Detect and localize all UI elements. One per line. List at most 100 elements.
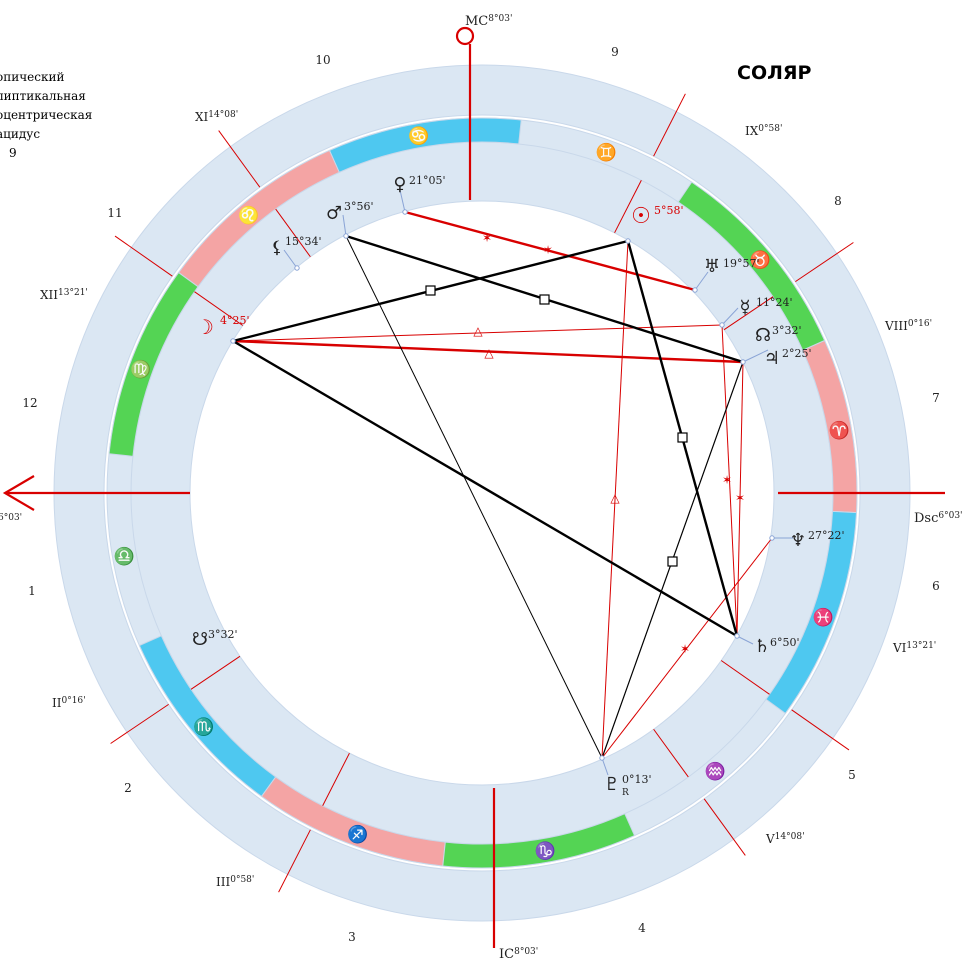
planet-ticks <box>230 189 793 776</box>
capricorn-sign-icon: ♑ <box>534 840 555 861</box>
aspect-line <box>601 240 629 759</box>
leo-sign-icon: ♌ <box>238 205 259 226</box>
sextile-aspect-icon: ✶ <box>543 243 553 257</box>
aquarius-sign-icon: ♒ <box>705 761 726 782</box>
uranus-icon: ♅ <box>704 256 720 277</box>
north-node-icon: ☊ <box>755 325 771 346</box>
house-number: 9 <box>611 45 619 59</box>
south-node-degree: 3°32' <box>208 628 238 641</box>
north-node-degree: 3°32' <box>772 324 802 337</box>
aspect-line <box>601 537 773 759</box>
info-line: оцентрическая <box>0 108 93 122</box>
pluto-degree: 0°13' <box>622 773 652 786</box>
sextile-aspect-icon: ✶ <box>482 231 492 245</box>
mc-label: MC8°03' <box>465 14 512 29</box>
cusp-label-v: V14°08' <box>765 832 805 846</box>
cusp-line <box>791 709 850 751</box>
info-line: ацидус <box>0 127 41 141</box>
pluto-retrograde: R <box>622 788 629 798</box>
cusp-line <box>723 296 774 331</box>
moon-icon: ☽ <box>196 315 214 339</box>
square-aspect-icon <box>677 432 688 443</box>
sextile-aspect-icon: ✶ <box>680 642 690 656</box>
cusp-line <box>653 93 686 157</box>
cusp-labels: II0°16' III0°58' V14°08' VI13°21' VIII0°… <box>40 110 936 889</box>
virgo-segment <box>108 271 199 457</box>
aspect-line <box>232 339 744 364</box>
cusp-line <box>703 798 746 856</box>
sign-glyphs: ♈ ♉ ♊ ♋ ♌ ♍ ♎ ♏ ♐ ♑ ♒ ♓ <box>114 126 850 862</box>
house-number: 1 <box>28 584 36 598</box>
cusp-label-xii: XII13°21' <box>40 288 88 302</box>
cancer-sign-icon: ♋ <box>408 126 429 147</box>
info-line: липтикальная <box>0 89 86 103</box>
cusp-line <box>720 660 770 695</box>
gemini-sign-icon: ♊ <box>596 142 617 163</box>
asc-arrow-icon <box>2 475 35 511</box>
house-numbers: 1 2 3 4 5 6 7 8 9 10 11 12 <box>22 45 939 944</box>
aspect-line <box>232 324 723 342</box>
asc-label: 6°03' <box>0 513 22 523</box>
cusp-line <box>114 235 173 277</box>
cusp-line <box>278 829 311 893</box>
square-aspect-icon <box>425 285 436 296</box>
house-number: 8 <box>834 194 842 208</box>
square-aspect-icon <box>539 294 550 305</box>
aries-sign-icon: ♈ <box>829 420 850 441</box>
aspect-line <box>736 361 744 637</box>
cusp-line <box>653 728 689 778</box>
sextile-aspect-icon: ✶ <box>735 491 745 505</box>
libra-sign-icon: ♎ <box>114 546 135 567</box>
dsc-label: Dsc6°03' <box>914 511 963 526</box>
mars-icon: ♂ <box>326 203 342 224</box>
angle-labels: MC8°03' IC8°03' 6°03' Dsc6°03' <box>0 14 963 962</box>
venus-icon: ♀ <box>393 174 406 195</box>
cusp-label-viii: VIII0°16' <box>884 319 932 333</box>
info-line: 9 <box>9 146 17 160</box>
saturn-degree: 6°50' <box>770 636 800 649</box>
cusp-line <box>110 703 169 744</box>
cusp-label-ii: II0°16' <box>52 696 86 710</box>
cusp-label-vi: VI13°21' <box>892 641 936 655</box>
lilith-icon: ⚸ <box>271 238 283 258</box>
virgo-sign-icon: ♍ <box>130 359 151 380</box>
sun-degree: 5°58' <box>654 204 684 217</box>
aspect-lines: △ △ △ ✶ ✶ ✶ ✶ ✶ <box>232 210 773 759</box>
mercury-icon: ☿ <box>739 297 750 318</box>
aspect-line <box>721 324 738 637</box>
house-number: 12 <box>22 396 37 410</box>
ic-label: IC8°03' <box>499 947 538 962</box>
taurus-sign-icon: ♉ <box>749 250 770 271</box>
aspect-line <box>232 339 738 638</box>
cusp-label-xi: XI14°08' <box>195 110 238 124</box>
pluto-icon: ♇ <box>604 774 620 795</box>
house-number: 11 <box>107 206 122 220</box>
cusp-label-iii: III0°58' <box>216 875 254 889</box>
cusp-line <box>218 130 261 188</box>
house-number: 4 <box>638 921 646 935</box>
trine-aspect-icon: △ <box>484 346 494 360</box>
info-line: опический <box>0 70 65 84</box>
cusp-line <box>795 242 854 283</box>
cusp-label-ix: IX0°58' <box>745 124 782 138</box>
sagittarius-sign-icon: ♐ <box>347 824 368 845</box>
cusp-line <box>190 655 241 690</box>
neptune-icon: ♆ <box>790 530 806 551</box>
aspect-line <box>404 210 696 292</box>
mc-circle-icon <box>455 26 475 46</box>
cusp-line <box>194 291 244 326</box>
uranus-degree: 19°57' <box>723 257 760 270</box>
jupiter-degree: 2°25' <box>782 347 812 360</box>
trine-aspect-icon: △ <box>610 491 620 505</box>
house-cusp-lines <box>110 93 854 893</box>
house-number: 2 <box>124 781 132 795</box>
south-node-icon: ☋ <box>192 629 208 650</box>
taurus-segment <box>677 181 826 351</box>
house-number: 6 <box>932 579 940 593</box>
chart-title: СОЛЯР <box>737 62 812 84</box>
sign-segments <box>108 117 858 869</box>
mars-degree: 3°56' <box>344 200 374 213</box>
lilith-degree: 15°34' <box>285 235 322 248</box>
aspect-line <box>345 235 603 759</box>
